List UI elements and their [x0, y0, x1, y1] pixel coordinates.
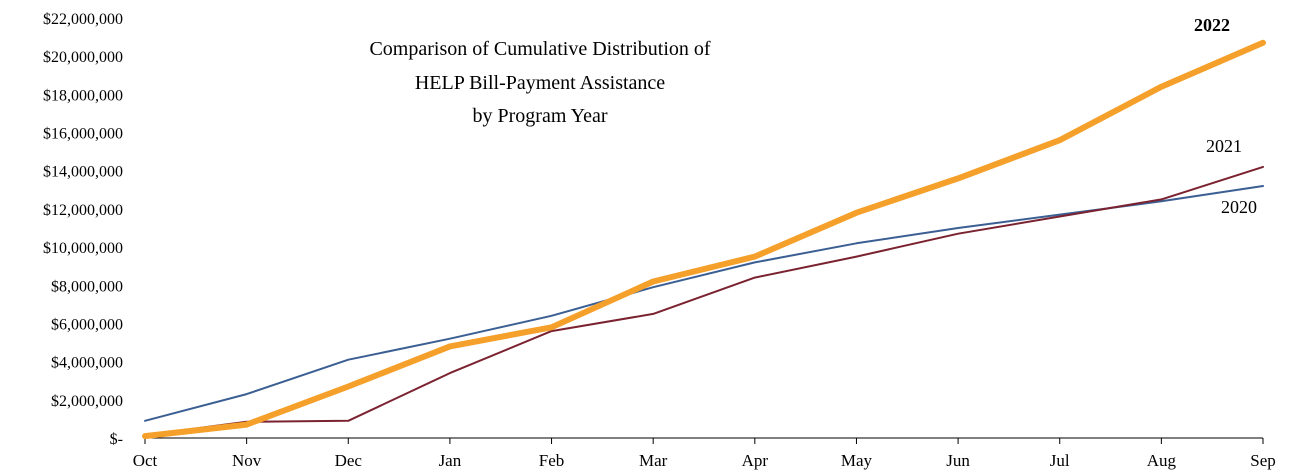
x-tick-label: Apr: [742, 451, 769, 470]
y-tick-label: $6,000,000: [51, 316, 123, 333]
chart-title-line-2: HELP Bill-Payment Assistance: [415, 72, 665, 94]
y-tick-label: $10,000,000: [43, 240, 123, 257]
x-tick-label: Dec: [335, 451, 363, 470]
y-tick-label: $2,000,000: [51, 393, 123, 410]
series-label-2022: 2022: [1194, 15, 1230, 35]
series-label-2021: 2021: [1206, 136, 1242, 156]
series-label-2020: 2020: [1221, 197, 1257, 217]
y-tick-label: $8,000,000: [51, 278, 123, 295]
chart-title-line-3: by Program Year: [473, 105, 608, 127]
x-tick-label: Aug: [1147, 451, 1177, 470]
y-tick-label: $16,000,000: [43, 126, 123, 143]
x-tick-label: Jun: [946, 451, 970, 470]
x-tick-label: Jul: [1050, 451, 1070, 470]
y-tick-label: $4,000,000: [51, 355, 123, 372]
y-tick-label: $14,000,000: [43, 164, 123, 181]
chart-title-line-1: Comparison of Cumulative Distribution of: [369, 38, 710, 60]
y-axis-ticks: $- $2,000,000 $4,000,000 $6,000,000 $8,000,0…: [43, 11, 123, 448]
series-labels: 2020 2021 2022: [1194, 15, 1257, 217]
x-tick-label: Sep: [1250, 451, 1276, 470]
series-lines: [142, 39, 1266, 440]
y-tick-label: $20,000,000: [43, 49, 123, 66]
x-tick-label: Mar: [639, 451, 668, 470]
y-tick-label: $-: [110, 431, 123, 448]
x-tick-label: Oct: [133, 451, 158, 470]
series-line-2020: [144, 185, 1264, 422]
x-tick-label: Jan: [439, 451, 462, 470]
x-tick-label: May: [841, 451, 873, 470]
x-tick-label: Nov: [232, 451, 262, 470]
y-tick-label: $12,000,000: [43, 202, 123, 219]
x-axis-ticks: Oct Nov Dec Jan Feb Mar Apr May Jun Jul Aug Sep: [133, 438, 1276, 470]
series-line-2022: [142, 39, 1266, 440]
chart-title: Comparison of Cumulative Distribution of…: [369, 38, 710, 127]
x-tick-label: Feb: [539, 451, 565, 470]
y-tick-label: $18,000,000: [43, 87, 123, 104]
series-line-2021: [144, 165, 1264, 437]
y-tick-label: $22,000,000: [43, 11, 123, 28]
